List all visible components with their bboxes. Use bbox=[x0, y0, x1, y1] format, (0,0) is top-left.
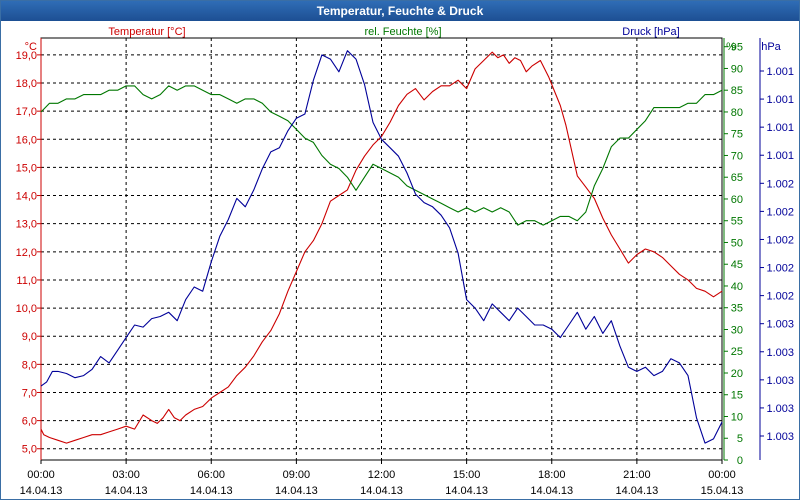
humidity-tick-label: 40 bbox=[731, 281, 743, 293]
pressure-tick-label: 1.002 bbox=[766, 291, 794, 303]
x-tick-date: 14.04.13 bbox=[20, 485, 63, 497]
humidity-tick-label: 70 bbox=[731, 150, 743, 162]
pressure-tick-label: 1.003 bbox=[766, 403, 794, 415]
humidity-tick-label: 25 bbox=[731, 346, 743, 358]
axis-headers: Temperatur [°C] rel. Feuchte [%] Druck [hP… bbox=[25, 26, 782, 53]
window-title: Temperatur, Feuchte & Druck bbox=[1, 1, 799, 21]
x-tick-date: 15.04.13 bbox=[701, 485, 744, 497]
temperature-tick-label: 9,0 bbox=[22, 331, 37, 343]
humidity-axis: 0 5 10 15 20 25 30 35 40 45 50 55 60 65 70 75 80 85 90 95 bbox=[723, 38, 743, 467]
x-tick-date: 14.04.13 bbox=[105, 485, 148, 497]
temperature-tick-label: 11,0 bbox=[16, 275, 37, 287]
time-axis: 00:00 14.04.13 03:00 14.04.13 06:00 14.04.13 0… bbox=[20, 460, 744, 497]
humidity-tick-label: 20 bbox=[731, 368, 743, 380]
pressure-tick-label: 1.001 bbox=[766, 150, 794, 162]
humidity-tick-label: 10 bbox=[731, 411, 743, 423]
temperature-tick-label: 19,0 bbox=[16, 50, 37, 62]
temperature-tick-label: 7,0 bbox=[22, 387, 37, 399]
humidity-tick-label: 5 bbox=[737, 433, 743, 445]
x-tick-time: 12:00 bbox=[368, 469, 396, 481]
humidity-tick-label: 0 bbox=[737, 455, 743, 467]
humidity-tick-label: 15 bbox=[731, 390, 743, 402]
x-tick-time: 21:00 bbox=[623, 469, 651, 481]
humidity-series-line bbox=[40, 85, 723, 226]
pressure-axis: 1.003 1.003 1.003 1.003 1.003 1.002 1.002 1.002… bbox=[759, 38, 794, 460]
pressure-series-line bbox=[40, 50, 723, 444]
pressure-tick-label: 1.002 bbox=[766, 263, 794, 275]
pressure-tick-label: 1.003 bbox=[766, 375, 794, 387]
x-tick-time: 00:00 bbox=[27, 469, 55, 481]
humidity-tick-label: 45 bbox=[731, 259, 743, 271]
x-tick-time: 00:00 bbox=[708, 469, 736, 481]
pressure-tick-label: 1.001 bbox=[766, 122, 794, 134]
temperature-unit: °C bbox=[25, 41, 37, 53]
temperature-tick-label: 6,0 bbox=[22, 416, 37, 428]
pressure-tick-label: 1.002 bbox=[766, 206, 794, 218]
x-tick-time: 03:00 bbox=[112, 469, 140, 481]
humidity-tick-label: 30 bbox=[731, 324, 743, 336]
pressure-tick-label: 1.003 bbox=[766, 347, 794, 359]
pressure-tick-label: 1.002 bbox=[766, 178, 794, 190]
x-tick-date: 14.04.13 bbox=[445, 485, 488, 497]
series-layer bbox=[40, 50, 723, 444]
chart-grid bbox=[40, 37, 723, 461]
pressure-tick-label: 1.002 bbox=[766, 234, 794, 246]
pressure-axis-label: Druck [hPa] bbox=[622, 26, 679, 38]
temperature-tick-label: 14,0 bbox=[16, 191, 37, 203]
x-tick-time: 09:00 bbox=[283, 469, 311, 481]
pressure-tick-label: 1.003 bbox=[766, 319, 794, 331]
humidity-tick-label: 65 bbox=[731, 172, 743, 184]
x-tick-date: 14.04.13 bbox=[190, 485, 233, 497]
temperature-tick-label: 18,0 bbox=[16, 78, 37, 90]
humidity-tick-label: 90 bbox=[731, 63, 743, 75]
temperature-tick-label: 5,0 bbox=[22, 444, 37, 456]
x-tick-date: 14.04.13 bbox=[530, 485, 573, 497]
humidity-tick-label: 55 bbox=[731, 216, 743, 228]
temperature-series-line bbox=[40, 51, 723, 444]
x-tick-date: 14.04.13 bbox=[360, 485, 403, 497]
pressure-tick-label: 1.001 bbox=[766, 66, 794, 78]
temperature-tick-label: 10,0 bbox=[16, 303, 37, 315]
x-tick-time: 18:00 bbox=[538, 469, 566, 481]
x-tick-time: 15:00 bbox=[453, 469, 481, 481]
humidity-tick-label: 50 bbox=[731, 237, 743, 249]
temperature-axis: 5,0 6,0 7,0 8,0 9,0 10,0 11,0 12,0 13,0 14,0 15,0 1… bbox=[16, 38, 42, 460]
humidity-tick-label: 95 bbox=[731, 42, 743, 54]
pressure-tick-label: 1.001 bbox=[766, 94, 794, 106]
x-tick-date: 14.04.13 bbox=[275, 485, 318, 497]
humidity-axis-label: rel. Feuchte [%] bbox=[364, 26, 441, 38]
humidity-tick-label: 60 bbox=[731, 194, 743, 206]
temperature-tick-label: 16,0 bbox=[16, 134, 37, 146]
humidity-tick-label: 85 bbox=[731, 85, 743, 97]
temperature-tick-label: 12,0 bbox=[16, 247, 37, 259]
x-tick-date: 14.04.13 bbox=[615, 485, 658, 497]
x-tick-time: 06:00 bbox=[197, 469, 225, 481]
temperature-tick-label: 8,0 bbox=[22, 359, 37, 371]
humidity-tick-label: 75 bbox=[731, 129, 743, 141]
temperature-tick-label: 15,0 bbox=[16, 162, 37, 174]
temperature-axis-label: Temperatur [°C] bbox=[108, 26, 185, 38]
temperature-tick-label: 13,0 bbox=[16, 219, 37, 231]
temperature-tick-label: 17,0 bbox=[16, 106, 37, 118]
pressure-unit: hPa bbox=[761, 41, 781, 53]
humidity-unit: % bbox=[726, 41, 736, 53]
pressure-tick-label: 1.003 bbox=[766, 431, 794, 443]
humidity-tick-label: 35 bbox=[731, 303, 743, 315]
humidity-tick-label: 80 bbox=[731, 107, 743, 119]
